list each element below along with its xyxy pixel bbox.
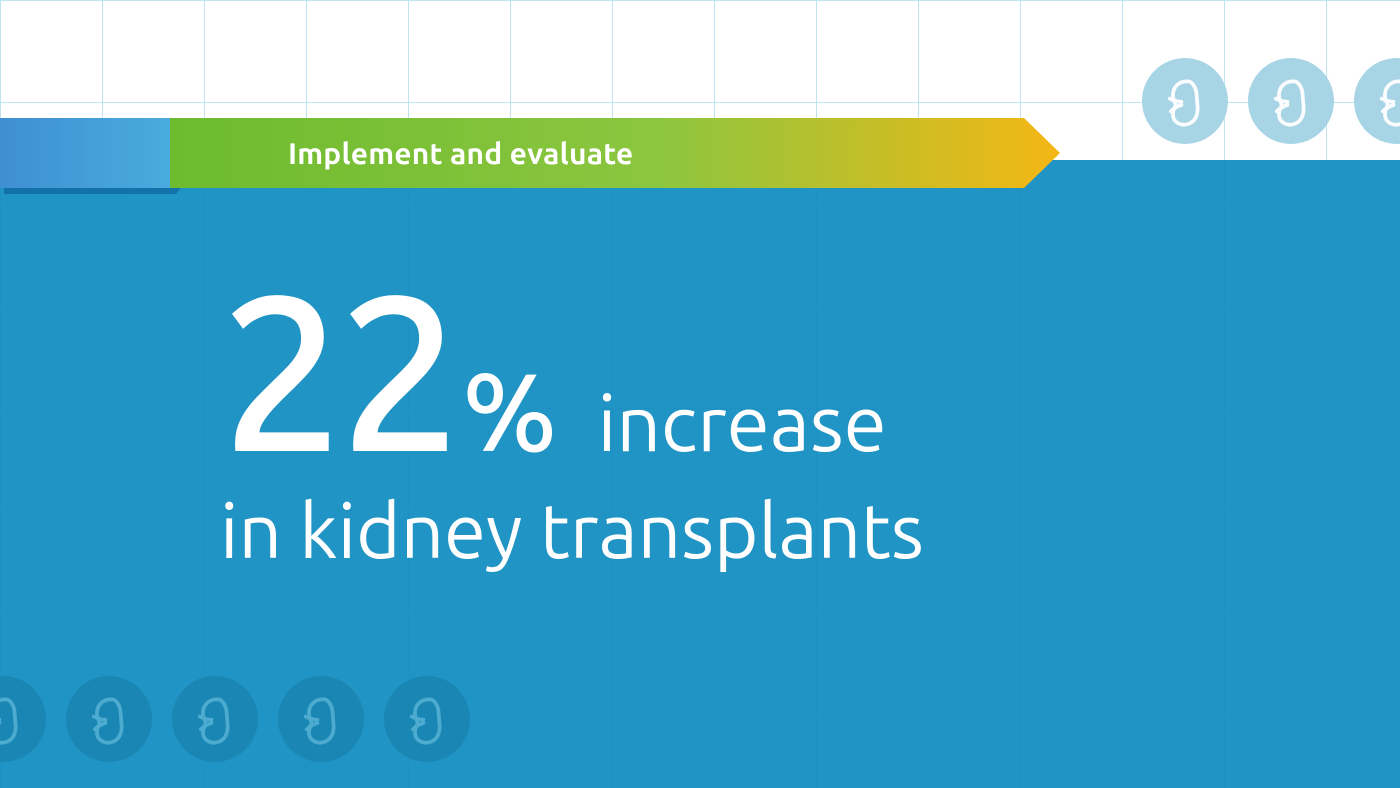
headline-increase: increase (597, 383, 886, 461)
kidney-icon (66, 676, 152, 762)
banner-label: Implement and evaluate (288, 136, 633, 170)
kidney-icon (1354, 58, 1400, 144)
headline-number: 22 (220, 260, 456, 480)
headline-line-1: 22 % increase (220, 260, 924, 480)
kidney-icon (0, 676, 46, 762)
kidney-icon (278, 676, 364, 762)
kidney-icon (172, 676, 258, 762)
headline-line-2: in kidney transplants (220, 488, 924, 573)
kidney-icon (384, 676, 470, 762)
kidney-icon-row-bottom (0, 676, 470, 762)
headline: 22 % increase in kidney transplants (220, 260, 924, 573)
kidney-icon (1142, 58, 1228, 144)
phase-banner: Implement and evaluate (0, 118, 1060, 188)
kidney-icon (1248, 58, 1334, 144)
kidney-icon-row-top (1142, 58, 1400, 144)
banner-main-arrow: Implement and evaluate (170, 118, 1060, 188)
headline-percent: % (462, 355, 557, 465)
